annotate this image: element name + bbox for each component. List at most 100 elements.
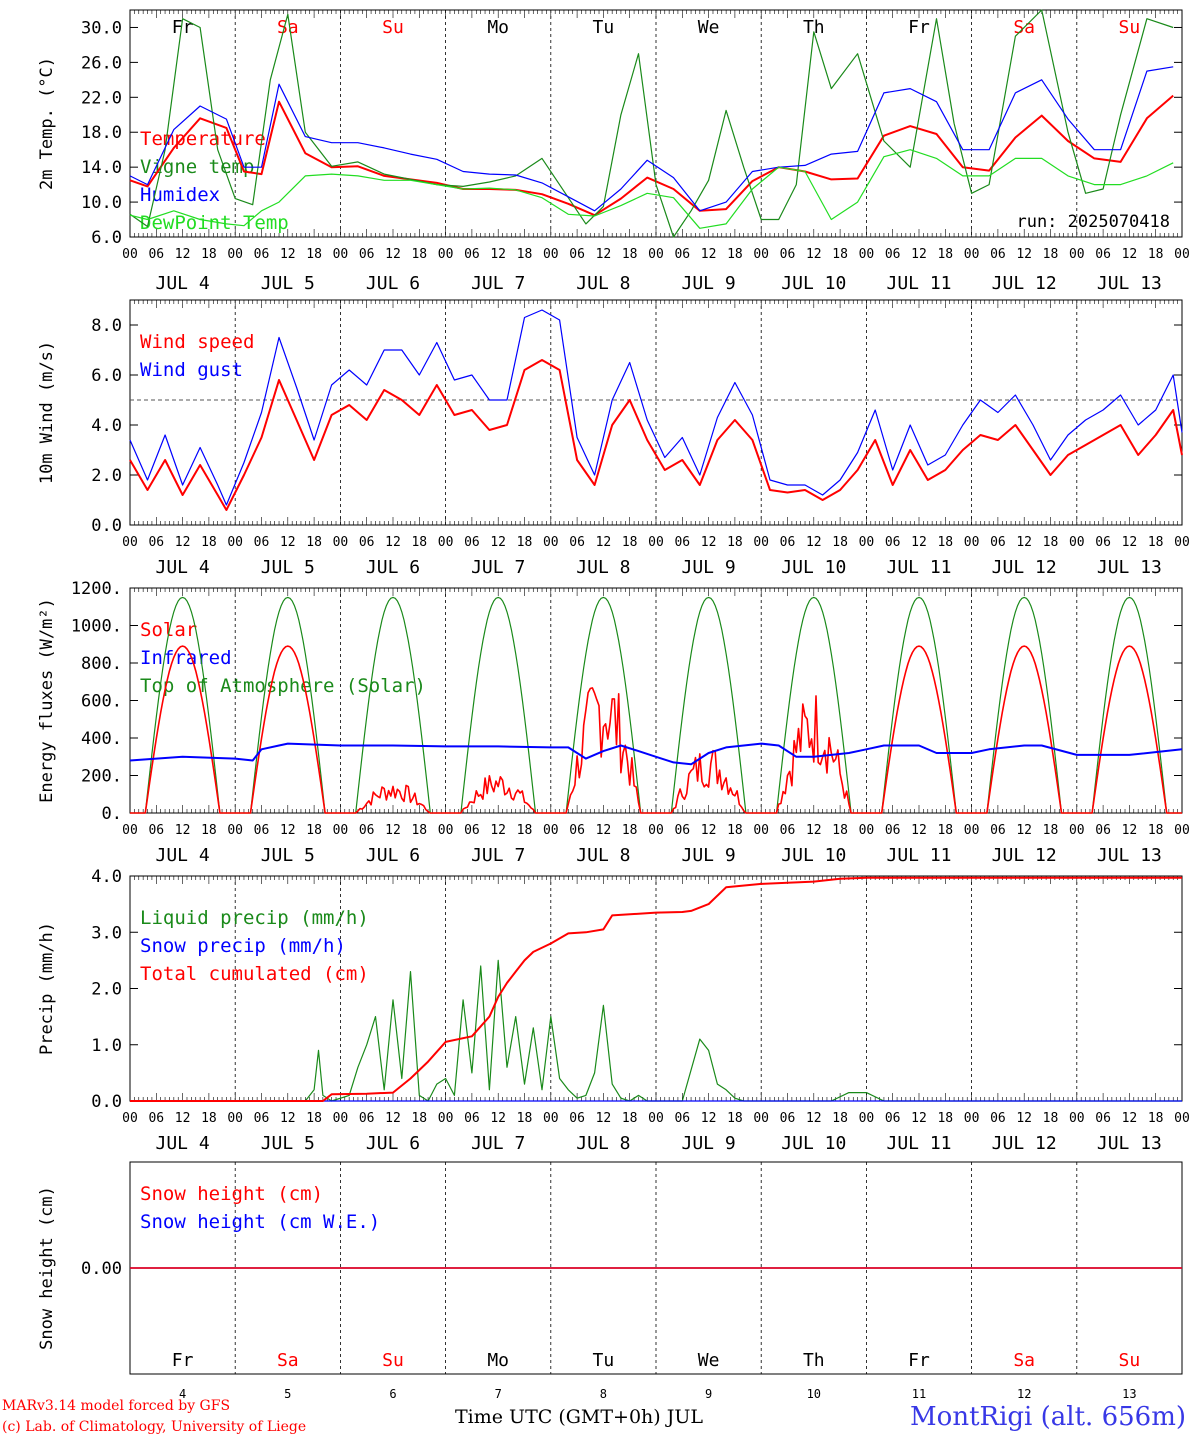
x-hour-label: 12 [175, 535, 191, 550]
x-hour-label: 06 [990, 1111, 1006, 1126]
x-date-label: JUL 4 [156, 1133, 210, 1154]
x-hour-label: 06 [254, 823, 270, 838]
x-hour-label: 18 [622, 535, 638, 550]
y-tick-label: 8.0 [91, 316, 122, 336]
x-hour-label: 06 [148, 823, 164, 838]
series-line [130, 959, 1182, 1102]
y-tick-label: 1000. [71, 617, 122, 637]
x-hour-label: 00 [1069, 1111, 1085, 1126]
x-hour-label: 00 [438, 823, 454, 838]
x-date-label: JUL 10 [781, 845, 846, 866]
x-hour-label: 00 [122, 247, 138, 262]
x-hour-label: 18 [622, 1111, 638, 1126]
x-hour-label: 06 [780, 247, 796, 262]
x-hour-label: 18 [201, 823, 217, 838]
x-date-label: JUL 13 [1097, 845, 1162, 866]
x-date-label: JUL 8 [576, 1133, 630, 1154]
x-date-label: JUL 13 [1097, 557, 1162, 578]
series-line [129, 66, 1174, 212]
x-hour-label: 00 [964, 1111, 980, 1126]
y-tick-label: 1200. [71, 579, 122, 599]
x-hour-label: 00 [122, 535, 138, 550]
x-hour-label: 12 [1016, 535, 1032, 550]
x-hour-label: 00 [1069, 823, 1085, 838]
legend-entry: Top of Atmosphere (Solar) [140, 675, 426, 697]
x-date-label: JUL 5 [261, 845, 315, 866]
x-hour-label: 12 [1122, 1111, 1138, 1126]
x-date-label: JUL 9 [682, 1133, 736, 1154]
x-hour-label: 00 [859, 247, 875, 262]
x-hour-label: 12 [385, 1111, 401, 1126]
x-hour-label: 12 [806, 823, 822, 838]
x-hour-label: 12 [175, 823, 191, 838]
weekday-label: Fr [172, 1350, 194, 1371]
x-hour-label: 00 [753, 823, 769, 838]
y-tick-label: 10.0 [81, 193, 122, 213]
series-line [129, 149, 1174, 229]
x-hour-label: 18 [201, 535, 217, 550]
x-hour-label: 06 [674, 1111, 690, 1126]
legend-entry: Snow height (cm W.E.) [140, 1211, 380, 1233]
x-hour-label: 12 [1122, 823, 1138, 838]
x-hour-label: 12 [911, 823, 927, 838]
x-hour-label: 12 [1122, 535, 1138, 550]
x-hour-label: 12 [596, 535, 612, 550]
x-hour-label: 18 [1043, 823, 1059, 838]
x-hour-label: 18 [937, 247, 953, 262]
weekday-label: We [698, 17, 720, 38]
x-hour-label: 00 [227, 535, 243, 550]
x-hour-label: 06 [359, 535, 375, 550]
x-hour-label: 18 [937, 1111, 953, 1126]
x-hour-label: 18 [937, 823, 953, 838]
x-hour-label: 18 [727, 535, 743, 550]
x-hour-label: 18 [622, 247, 638, 262]
weekday-label: Su [382, 1350, 404, 1371]
x-hour-label: 06 [885, 823, 901, 838]
x-date-label: JUL 4 [156, 273, 210, 294]
x-hour-label: 12 [701, 247, 717, 262]
x-hour-label: 12 [175, 1111, 191, 1126]
x-hour-label: 00 [964, 247, 980, 262]
x-hour-label: 06 [569, 247, 585, 262]
x-hour-label: 00 [543, 1111, 559, 1126]
x-hour-label: 12 [701, 1111, 717, 1126]
x-hour-label: 12 [701, 823, 717, 838]
x-hour-label: 18 [1148, 1111, 1164, 1126]
legend-entry: Temperature [140, 128, 266, 150]
x-hour-label: 12 [806, 247, 822, 262]
x-hour-label: 12 [490, 823, 506, 838]
x-hour-label: 06 [780, 1111, 796, 1126]
y-axis-label: Snow height (cm) [37, 1186, 57, 1350]
legend-entry: Humidex [140, 184, 220, 206]
x-date-label: JUL 4 [156, 557, 210, 578]
legend-entry: Liquid precip (mm/h) [140, 907, 369, 929]
x-hour-label: 00 [648, 823, 664, 838]
x-hour-label: 18 [411, 535, 427, 550]
x-hour-label: 12 [385, 247, 401, 262]
x-date-label: JUL 13 [1097, 1133, 1162, 1154]
weekday-label: Mo [487, 17, 509, 38]
x-hour-label: 12 [1016, 247, 1032, 262]
y-axis-label: 10m Wind (m/s) [37, 341, 57, 484]
x-hour-label: 18 [517, 823, 533, 838]
date-label: 7 [495, 1387, 502, 1401]
weekday-label: We [698, 1350, 720, 1371]
y-tick-label: 2.0 [91, 466, 122, 486]
x-date-label: JUL 7 [471, 557, 525, 578]
x-hour-label: 00 [227, 247, 243, 262]
x-hour-label: 18 [832, 1111, 848, 1126]
x-hour-label: 00 [122, 823, 138, 838]
x-hour-label: 00 [859, 535, 875, 550]
date-label: 13 [1122, 1387, 1136, 1401]
x-hour-label: 18 [832, 247, 848, 262]
x-hour-label: 06 [990, 823, 1006, 838]
x-date-label: JUL 10 [781, 557, 846, 578]
date-label: 5 [284, 1387, 291, 1401]
y-tick-label: 18.0 [81, 123, 122, 143]
x-hour-label: 18 [1043, 1111, 1059, 1126]
x-hour-label: 18 [727, 823, 743, 838]
x-hour-label: 18 [411, 247, 427, 262]
y-tick-label: 14.0 [81, 158, 122, 178]
y-tick-label: 0. [102, 804, 122, 824]
x-hour-label: 00 [333, 247, 349, 262]
